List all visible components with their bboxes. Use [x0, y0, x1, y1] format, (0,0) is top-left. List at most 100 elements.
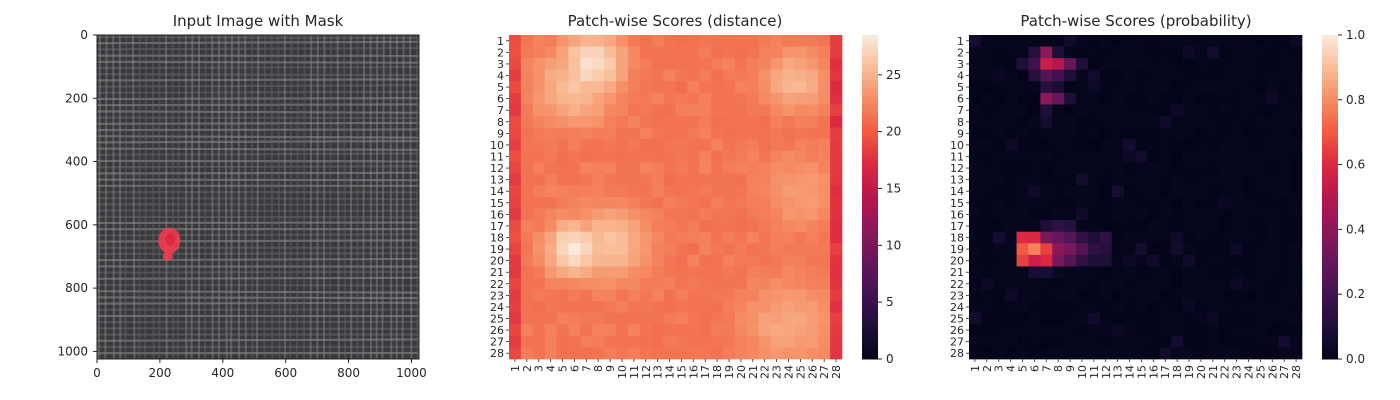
- heatmap-cell: [1016, 104, 1029, 117]
- heatmap-cell: [651, 127, 664, 140]
- heatmap-cell: [639, 324, 653, 337]
- heatmap-cell: [1147, 46, 1160, 59]
- heatmap-cell: [1135, 220, 1148, 233]
- weave-thread-h: [96, 35, 420, 40]
- colorbar-tick-label: 1.0: [1346, 28, 1365, 42]
- heatmap-cell: [1230, 243, 1243, 256]
- heatmap-cell: [1099, 46, 1113, 59]
- colorbar-segment: [862, 330, 878, 336]
- heatmap-cell: [675, 162, 688, 175]
- colorbar-tick-label: 0.4: [1346, 222, 1365, 236]
- heatmap-cell: [675, 35, 688, 47]
- weave-thread-h: [96, 290, 420, 294]
- heatmap-cell: [782, 92, 795, 105]
- heatmap-cell: [544, 69, 557, 82]
- heatmap-cell: [1290, 58, 1303, 71]
- heatmap-cell: [1123, 116, 1136, 128]
- heatmap-cell: [992, 347, 1006, 360]
- heatmap-cell: [675, 185, 688, 198]
- heatmap-cell: [1254, 81, 1267, 94]
- heatmap-cell: [980, 127, 994, 140]
- row-label: 25: [490, 313, 504, 326]
- heatmap-cell: [1028, 324, 1041, 337]
- heatmap-cell: [1254, 127, 1267, 140]
- heatmap-cell: [699, 301, 712, 314]
- heatmap-cell: [1135, 208, 1148, 221]
- colorbar-segment: [862, 164, 878, 170]
- heatmap-cell: [1230, 208, 1243, 221]
- colorbar-segment: [1322, 120, 1338, 125]
- heatmap-cell: [992, 185, 1006, 198]
- col-label: 23: [771, 365, 784, 379]
- col-label: 2: [981, 365, 994, 372]
- heatmap-cell: [770, 324, 783, 337]
- heatmap-cell: [520, 266, 534, 279]
- colorbar-segment: [1322, 148, 1338, 153]
- heatmap-cell: [980, 301, 994, 314]
- heatmap-cell: [651, 173, 664, 186]
- heatmap-cell: [520, 312, 534, 325]
- heatmap-cell: [1290, 81, 1303, 94]
- heatmap-cell: [580, 81, 593, 94]
- heatmap-cell: [711, 278, 724, 290]
- heatmap-cell: [544, 254, 557, 267]
- heatmap-cell: [509, 116, 522, 128]
- weave-thread-h: [96, 296, 420, 300]
- heatmap-cell: [1076, 347, 1089, 360]
- heatmap-cell: [1171, 335, 1184, 348]
- row-label: 26: [950, 324, 964, 337]
- heatmap-cell: [1087, 139, 1101, 152]
- heatmap-cell: [687, 46, 700, 59]
- heatmap-cell: [1230, 127, 1243, 140]
- heatmap-cell: [723, 150, 736, 163]
- heatmap-cell: [520, 185, 534, 198]
- heatmap-cell: [1206, 289, 1220, 302]
- heatmap-cell: [1076, 208, 1089, 221]
- heatmap-cell: [1040, 35, 1053, 47]
- heatmap-cell: [969, 127, 982, 140]
- heatmap-cell: [616, 197, 629, 209]
- heatmap-cell: [734, 127, 748, 140]
- heatmap-cell: [1064, 35, 1077, 47]
- heatmap-cell: [627, 116, 641, 128]
- heatmap-cell: [1099, 278, 1113, 290]
- weave-thread-h: [96, 84, 420, 88]
- heatmap-cell: [1183, 150, 1196, 163]
- heatmap-cell: [568, 173, 581, 186]
- heatmap-cell: [1064, 347, 1077, 360]
- heatmap-cell: [1183, 58, 1196, 71]
- heatmap-cell: [544, 208, 557, 221]
- heatmap-cell: [556, 335, 569, 348]
- input-image-texture: [96, 34, 420, 360]
- weave-thread-v: [165, 34, 168, 360]
- heatmap-cell: [980, 335, 994, 348]
- heatmap-cell: [758, 347, 771, 360]
- heatmap-cell: [592, 208, 605, 221]
- colorbar-segment: [862, 269, 878, 275]
- heatmap-cell: [1218, 69, 1231, 82]
- row-label: 4: [497, 70, 504, 83]
- colorbar-segment: [862, 55, 878, 60]
- heatmap-cell: [1123, 127, 1136, 140]
- heatmap-cell: [651, 197, 664, 209]
- heatmap-cell: [1230, 139, 1243, 152]
- weave-thread-v: [112, 34, 115, 360]
- heatmap-cell: [1028, 162, 1041, 175]
- heatmap-cell: [509, 92, 522, 105]
- heatmap-cell: [687, 58, 700, 71]
- weave-thread-h: [96, 233, 420, 237]
- heatmap-cell: [734, 81, 748, 94]
- heatmap-cell: [782, 347, 795, 360]
- heatmap-cell: [1194, 220, 1208, 233]
- heatmap-cell: [1230, 185, 1243, 198]
- heatmap-cell: [1135, 81, 1148, 94]
- heatmap-cell: [992, 312, 1006, 325]
- heatmap-cell: [1076, 335, 1089, 348]
- heatmap-cell: [604, 347, 617, 360]
- weave-thread-h: [96, 239, 420, 243]
- heatmap-cell: [544, 243, 557, 256]
- heatmap-cell: [639, 289, 653, 302]
- heatmap-cell: [818, 301, 831, 314]
- heatmap-cell: [1052, 139, 1065, 152]
- heatmap-cell: [1052, 347, 1065, 360]
